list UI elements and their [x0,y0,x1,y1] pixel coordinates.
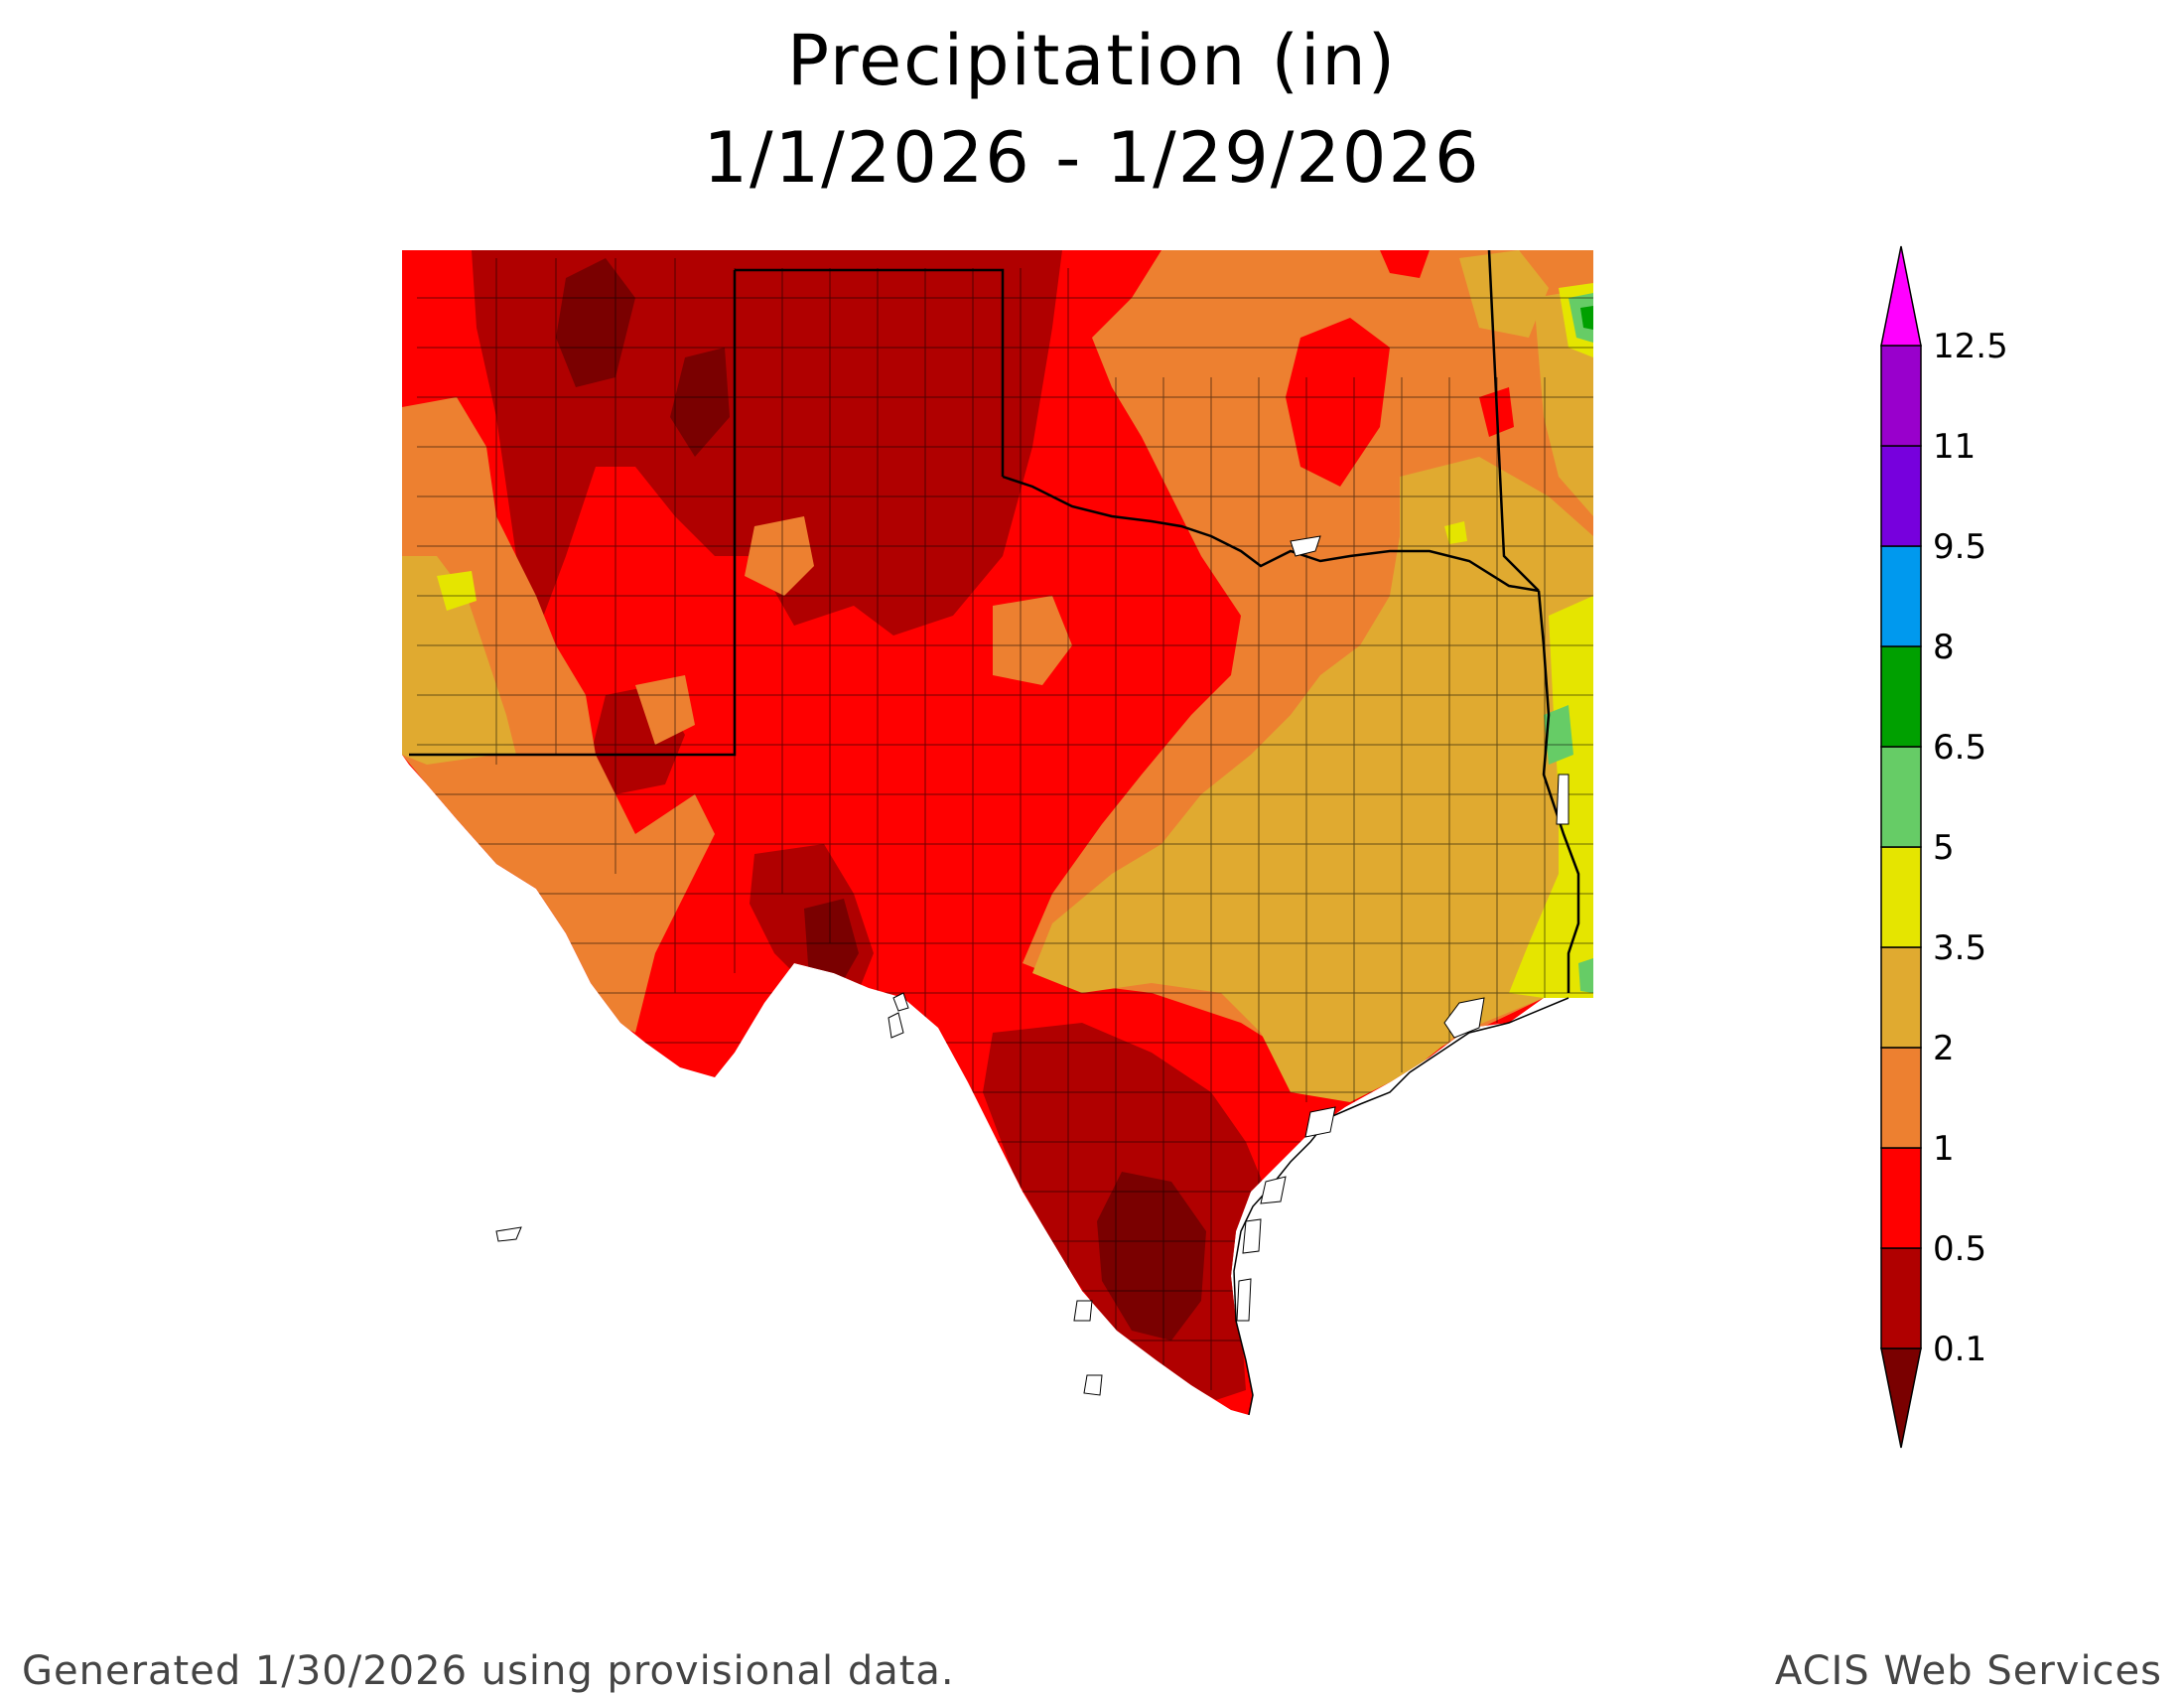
legend-tick-label: 0.5 [1933,1229,1986,1269]
map-title: Precipitation (in) [786,20,1398,101]
legend-high-arrow [1880,245,1922,347]
legend-tick-label: 8 [1933,628,1955,667]
legend-low-arrow [1880,1347,1922,1449]
yellow-region-east [1509,596,1593,998]
legend-swatch [1880,1047,1922,1149]
orange-region-west [402,397,715,1033]
bays [495,535,1570,1396]
legend-tick-label: 6.5 [1933,728,1986,768]
tan-region-west [402,556,516,765]
red-river-border [1002,475,1540,593]
legend-tick-label: 9.5 [1933,527,1986,567]
legend-swatch [1880,946,1922,1049]
legend-swatch [1880,1247,1922,1349]
tan-region-east [1032,457,1593,1102]
legend-swatch [1880,345,1922,447]
legend-swatch [1880,746,1922,848]
generated-note: Generated 1/30/2026 using provisional da… [22,1648,955,1694]
county-lines [417,258,1593,1390]
data-source: ACIS Web Services [1774,1648,2162,1694]
legend-tick-label: 5 [1933,828,1955,868]
state-borders [409,249,1580,993]
legend-tick-label: 3.5 [1933,928,1986,968]
legend-tick-label: 12.5 [1933,327,2008,366]
legend-swatch [1880,545,1922,647]
tx-la-border [1537,590,1580,993]
ok-ar-border [1487,249,1540,592]
legend-tick-label: 2 [1933,1029,1955,1068]
legend-swatch [1880,645,1922,748]
legend-tick-label: 11 [1933,427,1976,467]
legend-tick-label: 1 [1933,1129,1955,1169]
tx-nm-border [409,270,737,757]
legend-swatch [1880,445,1922,547]
legend-tick-label: 0.1 [1933,1330,1986,1369]
gulf-coastline [1233,997,1570,1416]
panhandle-top-border [735,268,1005,477]
legend-swatch [1880,846,1922,948]
map-date-range: 1/1/2026 - 1/29/2026 [703,117,1481,199]
legend-swatch [1880,1147,1922,1249]
